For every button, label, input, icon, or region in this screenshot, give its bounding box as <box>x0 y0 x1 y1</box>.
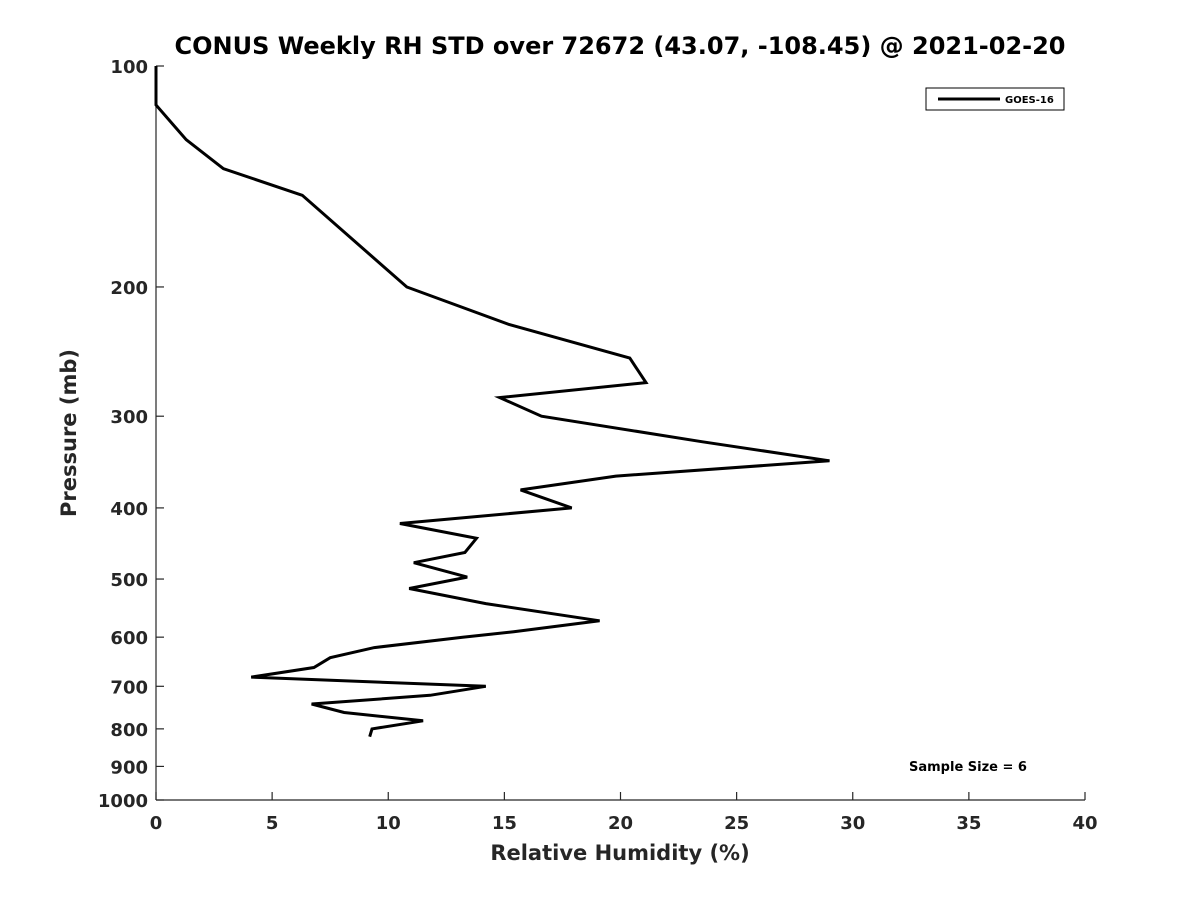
x-tick-label: 20 <box>608 813 633 834</box>
x-tick-label: 30 <box>840 813 865 834</box>
y-tick-label: 300 <box>110 407 148 428</box>
legend: GOES-16 <box>925 87 1065 111</box>
y-tick-label: 900 <box>110 757 148 778</box>
x-tick-label: 25 <box>724 813 749 834</box>
y-tick-label: 400 <box>110 499 148 520</box>
x-ticks: 0 5 10 15 20 25 30 35 40 <box>150 792 1098 834</box>
x-tick-label: 40 <box>1072 813 1097 834</box>
series-line-goes-16 <box>154 66 830 738</box>
y-tick-label: 1000 <box>98 791 148 812</box>
y-ticks: 100 200 300 400 500 600 700 800 900 1000 <box>98 57 164 812</box>
y-tick-label: 100 <box>110 57 148 78</box>
legend-label-goes-16: GOES-16 <box>1005 95 1054 106</box>
x-axis-label: Relative Humidity (%) <box>490 841 749 865</box>
x-tick-label: 10 <box>376 813 401 834</box>
x-tick-label: 5 <box>266 813 279 834</box>
x-tick-label: 0 <box>150 813 163 834</box>
plot-area <box>155 66 1085 801</box>
x-tick-label: 35 <box>956 813 981 834</box>
y-tick-label: 600 <box>110 628 148 649</box>
sample-size-annotation: Sample Size = 6 <box>909 760 1027 775</box>
chart-title: CONUS Weekly RH STD over 72672 (43.07, -… <box>174 32 1065 60</box>
y-tick-label: 500 <box>110 570 148 591</box>
y-tick-label: 800 <box>110 720 148 741</box>
x-tick-label: 15 <box>492 813 517 834</box>
y-tick-label: 700 <box>110 677 148 698</box>
y-axis-label: Pressure (mb) <box>57 349 81 517</box>
y-tick-label: 200 <box>110 278 148 299</box>
